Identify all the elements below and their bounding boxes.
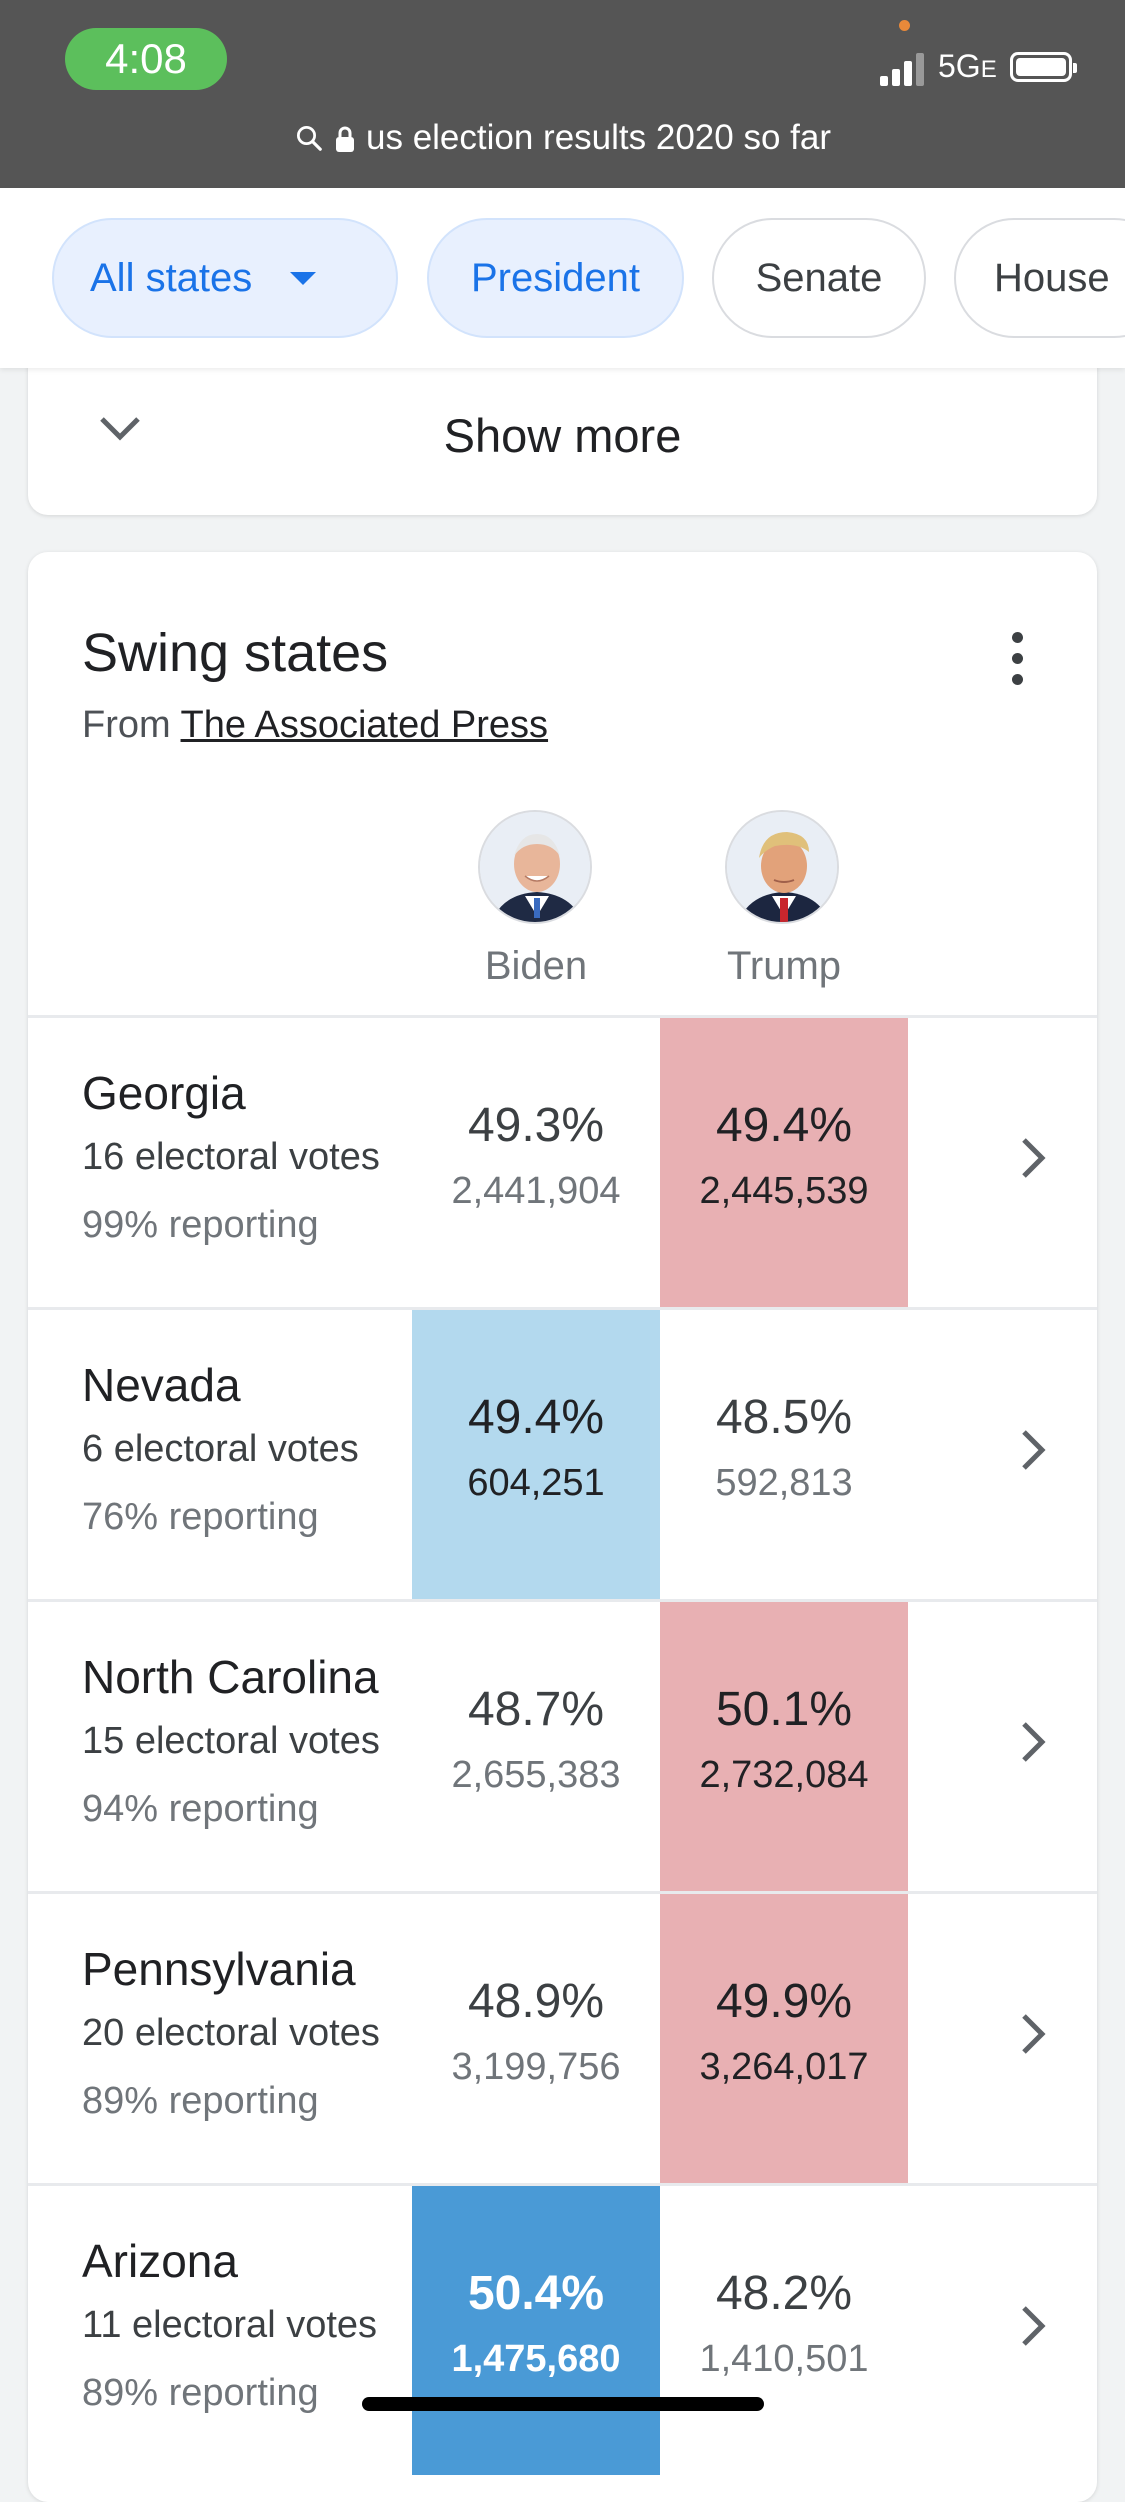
chevron-right-icon[interactable] [1020,1428,1046,1472]
biden-result: 50.4% 1,475,680 [412,2186,660,2475]
vote-count: 1,410,501 [699,2338,869,2380]
url-text: us election results 2020 so far [366,118,831,157]
state-row-georgia[interactable]: Georgia 16 electoral votes 99% reporting… [28,1015,1097,1307]
biden-result: 49.3% 2,441,904 [412,1018,660,1307]
vote-count: 1,475,680 [451,2338,621,2380]
vote-count: 2,445,539 [699,1170,869,1212]
reporting-status: 76% reporting [82,1496,319,1538]
vote-percent: 49.9% [715,1975,853,2028]
trump-result: 50.1% 2,732,084 [660,1602,908,1891]
electoral-votes: 20 electoral votes [82,2012,380,2054]
vote-percent: 48.7% [467,1683,605,1736]
vote-count: 3,264,017 [699,2046,869,2088]
show-more-label: Show more [443,409,682,462]
state-row-nevada[interactable]: Nevada 6 electoral votes 76% reporting 4… [28,1307,1097,1599]
biden-result: 49.4% 604,251 [412,1310,660,1599]
chip-president[interactable]: President [427,218,684,338]
trump-avatar [725,810,839,924]
electoral-votes: 16 electoral votes [82,1136,380,1178]
biden-result: 48.9% 3,199,756 [412,1894,660,2183]
reporting-status: 89% reporting [82,2080,319,2122]
vote-count: 3,199,756 [451,2046,621,2088]
swing-states-card: Swing states From The Associated Press B… [28,552,1097,2502]
state-row-north-carolina[interactable]: North Carolina 15 electoral votes 94% re… [28,1599,1097,1891]
more-options-icon[interactable] [1012,632,1024,695]
home-indicator[interactable] [362,2397,764,2411]
candidate-name-biden: Biden [484,944,588,988]
biden-result: 48.7% 2,655,383 [412,1602,660,1891]
state-row-pennsylvania[interactable]: Pennsylvania 20 electoral votes 89% repo… [28,1891,1097,2183]
status-time: 4:08 [65,28,227,90]
reporting-status: 94% reporting [82,1788,319,1830]
vote-percent: 50.4% [467,2267,605,2320]
chip-label: Senate [755,256,883,300]
chip-label: House [994,256,1110,300]
electoral-votes: 6 electoral votes [82,1428,359,1470]
state-name: Pennsylvania [82,1943,356,1995]
trump-result: 48.2% 1,410,501 [660,2186,908,2475]
biden-avatar [478,810,592,924]
url-bar[interactable]: us election results 2020 so far [0,118,1125,158]
battery-icon [1010,52,1077,82]
network-indicator: 5GE [938,48,997,84]
search-icon [297,126,322,151]
vote-count: 592,813 [715,1462,853,1504]
electoral-votes: 11 electoral votes [82,2304,378,2346]
electoral-votes: 15 electoral votes [82,1720,380,1762]
vote-percent: 48.2% [715,2267,853,2320]
vote-count: 2,655,383 [451,1754,621,1796]
dropdown-caret-icon [290,272,317,285]
vote-percent: 48.5% [715,1391,853,1444]
vote-percent: 49.4% [467,1391,605,1444]
trump-result: 49.4% 2,445,539 [660,1018,908,1307]
state-row-arizona[interactable]: Arizona 11 electoral votes 89% reporting… [28,2183,1097,2475]
chip-all-states[interactable]: All states [52,218,398,338]
vote-percent: 49.4% [715,1099,853,1152]
chevron-down-icon [100,417,140,441]
vote-percent: 50.1% [715,1683,853,1736]
trump-result: 49.9% 3,264,017 [660,1894,908,2183]
vote-percent: 49.3% [467,1099,605,1152]
trump-result: 48.5% 592,813 [660,1310,908,1599]
state-name: North Carolina [82,1651,379,1703]
chip-house[interactable]: House [954,218,1125,338]
vote-count: 2,441,904 [451,1170,621,1212]
reporting-status: 99% reporting [82,1204,319,1246]
source-link[interactable]: The Associated Press [180,704,549,746]
chevron-right-icon[interactable] [1020,2012,1046,2056]
vote-count: 2,732,084 [699,1754,869,1796]
chevron-right-icon[interactable] [1020,2304,1046,2348]
state-name: Georgia [82,1067,246,1119]
status-bar: 4:08 5GE us election results 2020 so far [0,0,1125,188]
lock-icon [336,126,354,152]
filter-chip-bar: All states President Senate House [0,188,1125,368]
reporting-status: 89% reporting [82,2372,319,2414]
chip-label: All states [90,256,253,300]
vote-count: 604,251 [467,1462,605,1504]
chevron-right-icon[interactable] [1020,1720,1046,1764]
state-name: Arizona [82,2235,238,2287]
chip-senate[interactable]: Senate [712,218,926,338]
card-title: Swing states [82,623,389,683]
signal-strength-icon [880,52,928,86]
chip-label: President [471,256,640,300]
vote-percent: 48.9% [467,1975,605,2028]
source-line: From The Associated Press [82,704,549,746]
state-name: Nevada [82,1359,241,1411]
chevron-right-icon[interactable] [1020,1136,1046,1180]
candidate-name-trump: Trump [726,944,842,988]
privacy-indicator-dot [899,20,910,31]
